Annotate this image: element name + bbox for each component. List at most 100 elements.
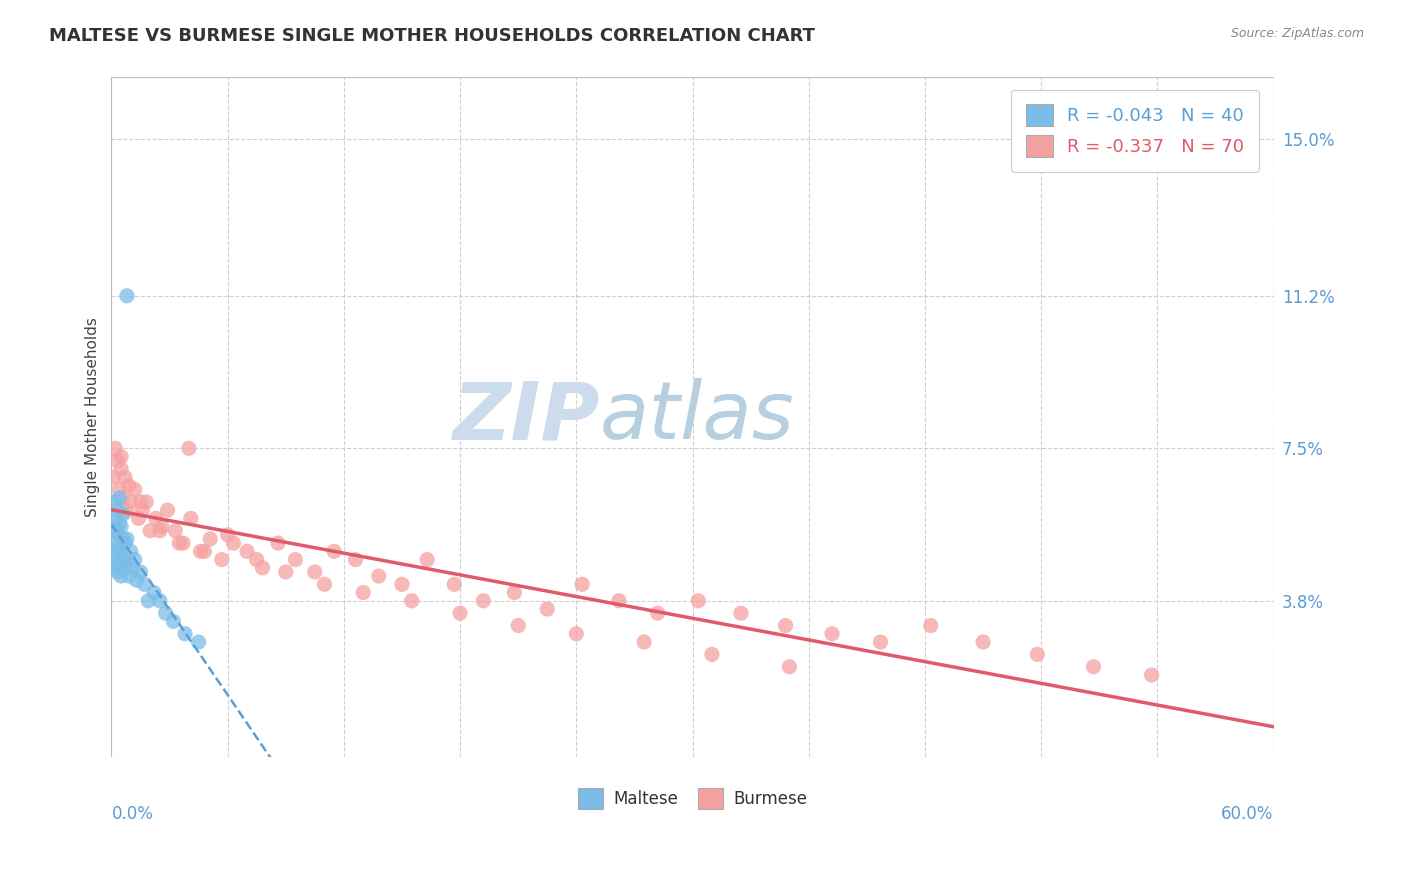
Point <box>565 627 588 641</box>
Point <box>118 478 141 492</box>
Point <box>108 516 131 530</box>
Point <box>131 503 153 517</box>
Point <box>252 561 274 575</box>
Point <box>110 569 132 583</box>
Point <box>267 536 290 550</box>
Point <box>187 635 209 649</box>
Point <box>139 524 162 538</box>
Text: 0.0%: 0.0% <box>111 805 153 823</box>
Point <box>103 524 125 538</box>
Point <box>112 552 135 566</box>
Point <box>821 627 844 641</box>
Point <box>150 519 173 533</box>
Point <box>129 565 152 579</box>
Point <box>149 524 172 538</box>
Point <box>536 602 558 616</box>
Point <box>103 561 125 575</box>
Point <box>115 503 138 517</box>
Point <box>120 495 142 509</box>
Point <box>120 544 142 558</box>
Point <box>972 635 994 649</box>
Point <box>149 594 172 608</box>
Point <box>304 565 326 579</box>
Point <box>112 508 135 522</box>
Point <box>108 557 131 571</box>
Point <box>211 552 233 566</box>
Point <box>136 594 159 608</box>
Point <box>115 557 138 571</box>
Point <box>110 450 132 464</box>
Point <box>103 544 125 558</box>
Point <box>104 552 127 566</box>
Point <box>105 453 128 467</box>
Point <box>105 524 128 538</box>
Point <box>443 577 465 591</box>
Point <box>416 552 439 566</box>
Point <box>114 561 136 575</box>
Point <box>104 511 127 525</box>
Point <box>124 483 146 497</box>
Text: atlas: atlas <box>599 378 794 457</box>
Point <box>112 491 135 505</box>
Point <box>124 552 146 566</box>
Point <box>246 552 269 566</box>
Point <box>155 606 177 620</box>
Point <box>314 577 336 591</box>
Point <box>367 569 389 583</box>
Point <box>156 503 179 517</box>
Point <box>344 552 367 566</box>
Point <box>118 569 141 583</box>
Point <box>778 659 800 673</box>
Point <box>172 536 194 550</box>
Point <box>125 573 148 587</box>
Point <box>869 635 891 649</box>
Point <box>105 503 128 517</box>
Point <box>134 577 156 591</box>
Point <box>775 618 797 632</box>
Text: MALTESE VS BURMESE SINGLE MOTHER HOUSEHOLDS CORRELATION CHART: MALTESE VS BURMESE SINGLE MOTHER HOUSEHO… <box>49 27 815 45</box>
Point <box>180 511 202 525</box>
Point <box>236 544 259 558</box>
Point <box>110 519 132 533</box>
Point <box>401 594 423 608</box>
Point <box>472 594 495 608</box>
Point <box>688 594 710 608</box>
Text: 60.0%: 60.0% <box>1222 805 1274 823</box>
Point <box>110 544 132 558</box>
Point <box>274 565 297 579</box>
Point <box>105 565 128 579</box>
Point <box>112 532 135 546</box>
Point <box>607 594 630 608</box>
Point <box>135 495 157 509</box>
Text: Source: ZipAtlas.com: Source: ZipAtlas.com <box>1230 27 1364 40</box>
Point <box>700 648 723 662</box>
Point <box>121 561 143 575</box>
Point <box>174 627 197 641</box>
Point <box>114 470 136 484</box>
Point <box>103 470 125 484</box>
Point <box>177 442 200 456</box>
Point <box>110 462 132 476</box>
Point <box>115 532 138 546</box>
Point <box>633 635 655 649</box>
Point <box>104 442 127 456</box>
Point <box>145 511 167 525</box>
Point <box>128 511 150 525</box>
Point <box>108 483 131 497</box>
Point <box>571 577 593 591</box>
Point <box>108 536 131 550</box>
Point <box>108 491 131 505</box>
Point <box>730 606 752 620</box>
Point <box>1083 659 1105 673</box>
Point <box>114 536 136 550</box>
Point <box>200 532 222 546</box>
Point <box>190 544 212 558</box>
Point <box>167 536 190 550</box>
Point <box>115 289 138 303</box>
Point <box>217 528 239 542</box>
Point <box>391 577 413 591</box>
Point <box>920 618 942 632</box>
Point <box>1140 668 1163 682</box>
Point <box>129 495 152 509</box>
Point <box>222 536 245 550</box>
